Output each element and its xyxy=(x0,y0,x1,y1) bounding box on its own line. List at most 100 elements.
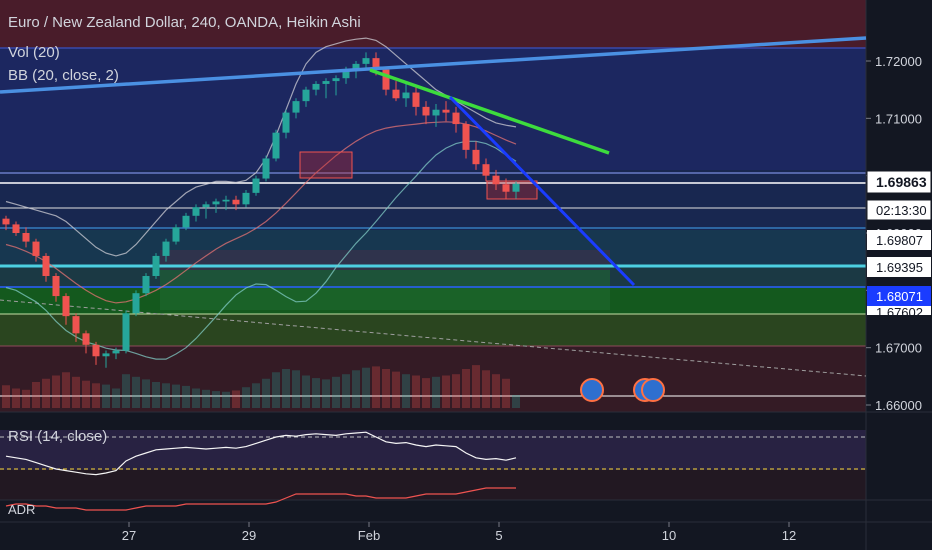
volume-bar xyxy=(232,390,240,408)
candle[interactable] xyxy=(62,296,70,317)
candle[interactable] xyxy=(82,333,90,345)
legend-adr[interactable]: ADR xyxy=(8,503,36,515)
candle[interactable] xyxy=(512,183,520,192)
candle[interactable] xyxy=(252,178,260,193)
candle[interactable] xyxy=(292,101,300,113)
candle[interactable] xyxy=(152,255,160,276)
price-label: 1.68071 xyxy=(867,286,931,306)
bb-upper-line xyxy=(5,37,517,257)
candle[interactable] xyxy=(452,112,460,125)
legend-rsi[interactable]: RSI (14, close) xyxy=(8,428,108,445)
candle[interactable] xyxy=(2,218,10,225)
volume-bar xyxy=(442,375,450,408)
legend-main[interactable]: Euro / New Zealand Dollar, 240, OANDA, H… xyxy=(8,14,361,31)
candle[interactable] xyxy=(302,89,310,102)
volume-bar xyxy=(452,374,460,408)
zone-top-red xyxy=(0,0,866,48)
volume-bar xyxy=(72,376,80,408)
volume-bar xyxy=(422,378,430,408)
volume-bar xyxy=(362,367,370,408)
legend-bb[interactable]: BB (20, close, 2) xyxy=(8,67,119,84)
trendline-top[interactable] xyxy=(0,36,867,94)
candle[interactable] xyxy=(202,204,210,208)
candle[interactable] xyxy=(492,175,500,185)
candle[interactable] xyxy=(232,199,240,205)
volume-bar xyxy=(172,384,180,408)
candle[interactable] xyxy=(482,164,490,176)
candle[interactable] xyxy=(122,313,130,351)
candle[interactable] xyxy=(12,224,20,233)
volume-bar xyxy=(252,383,260,408)
candle[interactable] xyxy=(32,241,40,256)
trendline-blue[interactable] xyxy=(448,95,636,287)
volume-bar xyxy=(22,389,30,408)
event-marker-icon[interactable] xyxy=(641,378,665,402)
candle[interactable] xyxy=(442,109,450,113)
candle[interactable] xyxy=(272,132,280,159)
event-markers[interactable] xyxy=(580,378,665,402)
candle[interactable] xyxy=(52,276,60,297)
candle[interactable] xyxy=(92,344,100,357)
candle[interactable] xyxy=(352,63,360,70)
price-tick-label: 1.72000 xyxy=(875,54,922,69)
candle[interactable] xyxy=(182,215,190,228)
candle[interactable] xyxy=(412,92,420,107)
time-tick-label: 5 xyxy=(495,528,502,543)
candle[interactable] xyxy=(172,227,180,242)
candle[interactable] xyxy=(242,192,250,205)
price-label-text: 1.69807 xyxy=(876,233,923,248)
candle[interactable] xyxy=(402,92,410,99)
zone-box-green xyxy=(160,270,610,310)
volume-bar xyxy=(512,395,520,408)
candle[interactable] xyxy=(162,241,170,256)
volume-bar xyxy=(352,370,360,408)
price-tick-label: 1.71000 xyxy=(875,111,922,126)
candle[interactable] xyxy=(312,83,320,90)
volume-bar xyxy=(382,369,390,408)
candle[interactable] xyxy=(22,233,30,242)
annotation-box[interactable] xyxy=(486,180,538,200)
candle[interactable] xyxy=(502,184,510,192)
price-label: 1.69807 xyxy=(867,230,931,250)
rsi-pane xyxy=(5,431,517,476)
candle[interactable] xyxy=(222,199,230,202)
rsi-line xyxy=(5,431,517,476)
price-label-box xyxy=(866,170,932,194)
candle[interactable] xyxy=(382,69,390,90)
candle[interactable] xyxy=(282,112,290,133)
event-marker-icon[interactable] xyxy=(580,378,604,402)
candle[interactable] xyxy=(142,276,150,294)
volume-bar xyxy=(462,369,470,408)
candle[interactable] xyxy=(362,58,370,64)
candle[interactable] xyxy=(432,109,440,116)
candle[interactable] xyxy=(372,58,380,70)
candle[interactable] xyxy=(262,158,270,179)
candle[interactable] xyxy=(472,149,480,165)
candle[interactable] xyxy=(342,69,350,79)
time-axis[interactable]: 27 29 Feb 5 10 12 xyxy=(122,522,796,543)
candle[interactable] xyxy=(102,353,110,357)
annotation-box[interactable] xyxy=(299,151,353,179)
candle[interactable] xyxy=(132,293,140,314)
candle[interactable] xyxy=(332,78,340,82)
adr-pane xyxy=(5,487,516,511)
volume-bar xyxy=(312,378,320,408)
volume-bar xyxy=(152,382,160,408)
candle[interactable] xyxy=(112,350,120,354)
candle[interactable] xyxy=(212,201,220,205)
candle[interactable] xyxy=(462,124,470,150)
bb-mid-line xyxy=(5,121,517,304)
candle[interactable] xyxy=(322,81,330,84)
price-labels: 1.69863 02:13:30 1.69807 1.69395 1.676021.68… xyxy=(866,170,932,320)
candle[interactable] xyxy=(192,207,200,216)
trendline-green[interactable] xyxy=(369,68,610,155)
candle[interactable] xyxy=(422,106,430,116)
candle[interactable] xyxy=(42,255,50,276)
zones xyxy=(0,0,866,500)
legend-vol[interactable]: Vol (20) xyxy=(8,44,60,61)
candle[interactable] xyxy=(392,89,400,99)
candle[interactable] xyxy=(72,316,80,334)
zone-red-bottom xyxy=(0,346,866,412)
volume-bar xyxy=(162,383,170,408)
